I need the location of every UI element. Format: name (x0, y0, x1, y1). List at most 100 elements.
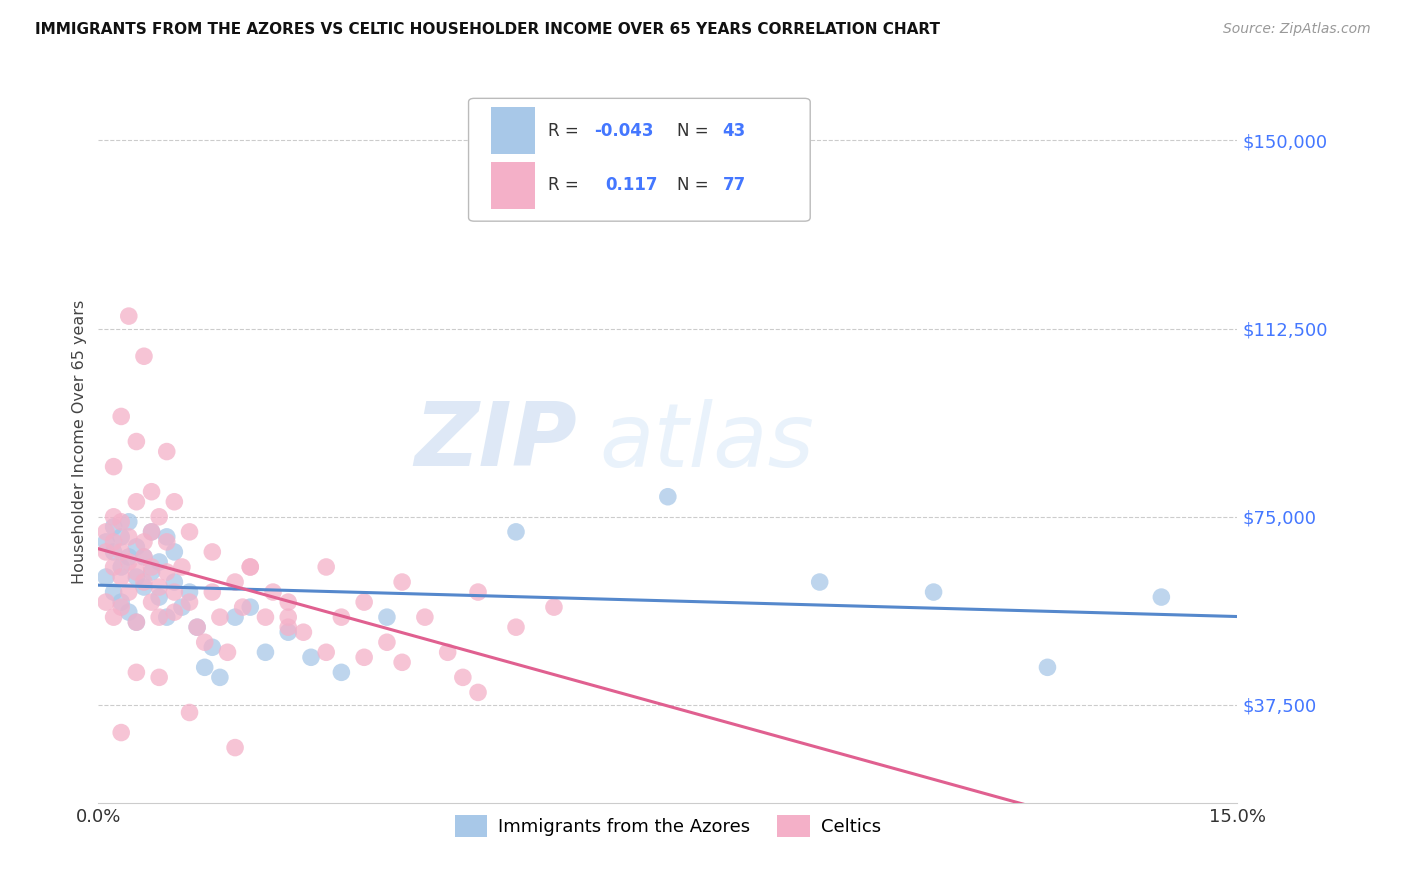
Point (239, 560, 262, 574)
Point (118, 555, 141, 569)
Point (125, 565, 148, 579)
Point (125, 494, 148, 508)
Point (125, 570, 148, 584)
Text: ZIP: ZIP (413, 398, 576, 485)
Point (125, 540, 148, 554)
Point (254, 610, 277, 624)
Point (163, 545, 186, 559)
Point (201, 585, 224, 599)
Point (110, 570, 132, 584)
Point (110, 560, 132, 574)
Point (125, 665, 148, 680)
Point (103, 459, 125, 474)
Point (103, 520, 125, 534)
Bar (491, 107, 534, 154)
Point (148, 590, 170, 604)
Point (254, 645, 277, 659)
Point (299, 650, 322, 665)
Point (277, 620, 299, 634)
Point (94, 545, 117, 559)
Point (277, 610, 299, 624)
Legend: Immigrants from the Azores, Celtics: Immigrants from the Azores, Celtics (447, 808, 889, 845)
Text: Source: ZipAtlas.com: Source: ZipAtlas.com (1223, 22, 1371, 37)
Text: IMMIGRANTS FROM THE AZORES VS CELTIC HOUSEHOLDER INCOME OVER 65 YEARS CORRELATIO: IMMIGRANTS FROM THE AZORES VS CELTIC HOU… (35, 22, 941, 37)
Point (277, 625, 299, 640)
Point (436, 645, 458, 659)
Point (148, 580, 170, 594)
Point (103, 610, 125, 624)
Point (277, 595, 299, 609)
Point (132, 534, 155, 549)
Point (110, 545, 132, 559)
Point (156, 534, 179, 549)
Point (118, 605, 141, 619)
Point (125, 615, 148, 630)
FancyBboxPatch shape (468, 98, 810, 221)
Point (170, 560, 193, 574)
Point (208, 610, 231, 624)
Point (94, 534, 117, 549)
Point (125, 434, 148, 449)
Point (163, 605, 186, 619)
Point (163, 574, 186, 589)
Point (179, 585, 201, 599)
Point (103, 534, 125, 549)
Point (163, 585, 186, 599)
Point (94, 595, 117, 609)
Point (375, 635, 398, 649)
Point (330, 610, 353, 624)
Text: 43: 43 (723, 122, 745, 140)
Point (375, 610, 398, 624)
Point (505, 524, 527, 539)
Point (1150, 590, 1173, 604)
Point (156, 444, 179, 458)
Bar (491, 161, 534, 209)
Point (103, 545, 125, 559)
Point (156, 565, 179, 579)
Text: R =: R = (548, 122, 585, 140)
Text: 0.117: 0.117 (605, 176, 658, 194)
Point (1036, 660, 1059, 674)
Point (179, 524, 201, 539)
Point (118, 549, 141, 564)
Point (125, 615, 148, 630)
Point (208, 670, 231, 684)
Point (110, 725, 132, 739)
Text: -0.043: -0.043 (593, 122, 654, 140)
Point (239, 560, 262, 574)
Text: R =: R = (548, 176, 585, 194)
Point (110, 595, 132, 609)
Point (148, 670, 170, 684)
Point (657, 490, 679, 504)
Point (201, 640, 224, 655)
Point (163, 494, 186, 508)
Point (141, 524, 163, 539)
Point (141, 565, 163, 579)
Point (148, 509, 170, 524)
Point (132, 580, 155, 594)
Point (132, 349, 155, 363)
Point (156, 610, 179, 624)
Text: N =: N = (676, 122, 714, 140)
Point (141, 484, 163, 499)
Point (224, 740, 246, 755)
Y-axis label: Householder Income Over 65 years: Householder Income Over 65 years (72, 300, 87, 583)
Point (118, 309, 141, 323)
Point (330, 665, 353, 680)
Point (118, 585, 141, 599)
Point (103, 560, 125, 574)
Point (179, 595, 201, 609)
Point (156, 530, 179, 544)
Point (170, 600, 193, 615)
Point (118, 530, 141, 544)
Point (922, 585, 945, 599)
Point (110, 600, 132, 615)
Point (217, 645, 239, 659)
Point (353, 650, 375, 665)
Text: 77: 77 (723, 176, 745, 194)
Text: N =: N = (676, 176, 714, 194)
Point (194, 660, 217, 674)
Point (110, 515, 132, 529)
Text: atlas: atlas (599, 399, 814, 484)
Point (232, 600, 254, 615)
